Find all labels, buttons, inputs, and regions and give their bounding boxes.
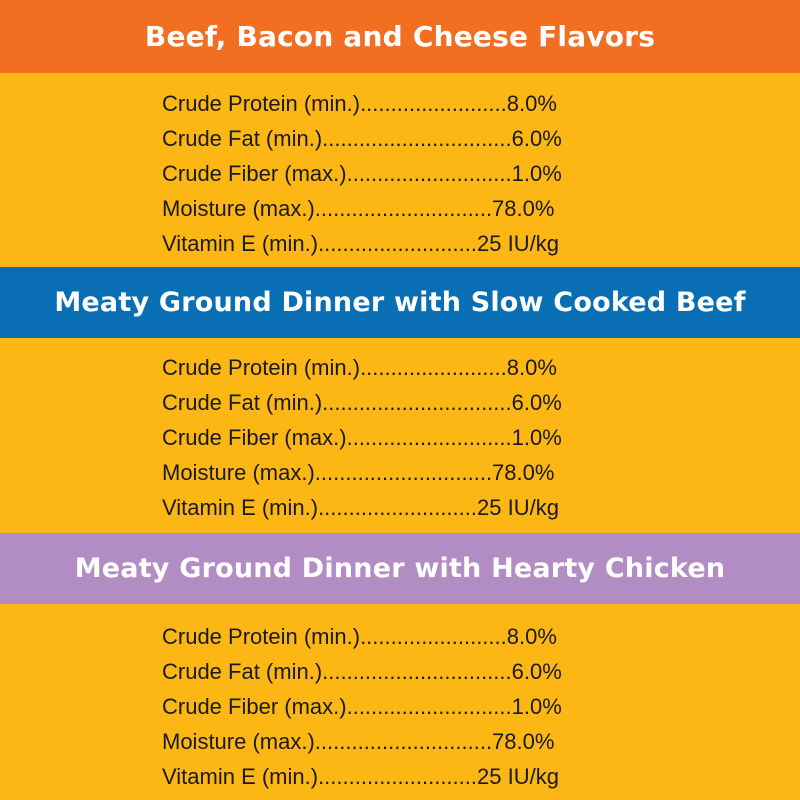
nutrient-row: Crude Protein (min.)....................… (162, 91, 557, 116)
nutrient-row: Moisture (max.).........................… (162, 196, 555, 221)
section-header-slow-cooked-beef: Meaty Ground Dinner with Slow Cooked Bee… (0, 267, 800, 338)
nutrient-row: Crude Fiber (max.)......................… (162, 161, 562, 186)
section-header-hearty-chicken: Meaty Ground Dinner with Hearty Chicken (0, 533, 800, 604)
nutrient-row: Crude Protein (min.)....................… (162, 355, 557, 380)
nutrient-row: Moisture (max.).........................… (162, 729, 555, 754)
nutrient-row: Crude Fiber (max.)......................… (162, 694, 562, 719)
section-header-beef-bacon-cheese: Beef, Bacon and Cheese Flavors (0, 0, 800, 73)
nutrient-list-beef-bacon-cheese: Crude Protein (min.)....................… (162, 86, 622, 261)
nutrient-row: Vitamin E (min.)........................… (162, 495, 559, 520)
nutrient-row: Crude Fat (min.)........................… (162, 659, 562, 684)
nutrient-row: Crude Fat (min.)........................… (162, 390, 562, 415)
nutrient-list-slow-cooked-beef: Crude Protein (min.)....................… (162, 350, 622, 525)
nutrient-row: Moisture (max.).........................… (162, 460, 555, 485)
nutrient-row: Crude Fiber (max.)......................… (162, 425, 562, 450)
nutrient-row: Crude Fat (min.)........................… (162, 126, 562, 151)
nutrient-list-hearty-chicken: Crude Protein (min.)....................… (162, 619, 622, 794)
nutrient-row: Vitamin E (min.)........................… (162, 764, 559, 789)
nutrient-row: Crude Protein (min.)....................… (162, 624, 557, 649)
nutrient-row: Vitamin E (min.)........................… (162, 231, 559, 256)
